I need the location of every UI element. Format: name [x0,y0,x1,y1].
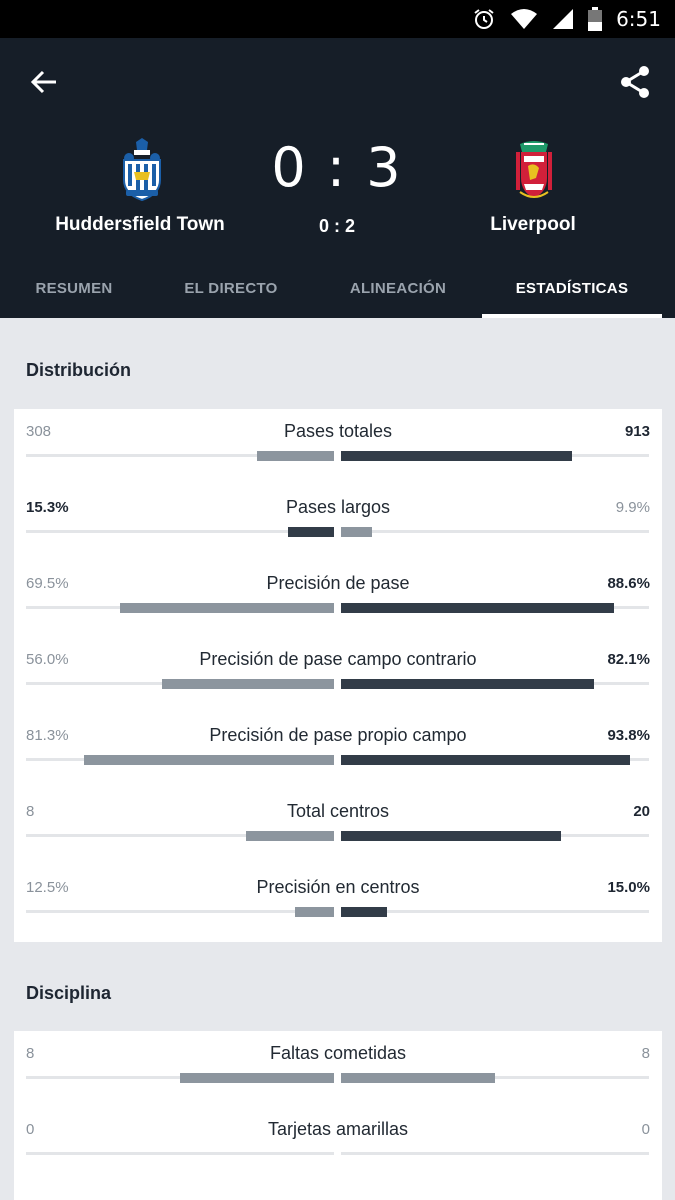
status-bar: 6:51 [0,0,675,38]
stat-row: 8 Total centros 20 [14,789,662,865]
tab-el-directo[interactable]: EL DIRECTO [184,279,278,297]
stat-row: 81.3% Precisión de pase propio campo 93.8% [14,713,662,789]
stat-bar-home [246,831,334,841]
stat-home-value: 69.5% [26,575,69,592]
alarm-icon [474,9,494,29]
stat-away-value: 82.1% [607,651,650,668]
stat-row: 15.3% Pases largos 9.9% [14,485,662,561]
stat-label: Precisión en centros [256,877,420,897]
tab-alineacion[interactable]: ALINEACIÓN [349,279,447,297]
stat-away-value: 9.9% [615,499,650,516]
stat-away-value: 0 [641,1121,650,1138]
home-team-name[interactable]: Huddersfield Town [55,214,225,235]
battery-icon [588,7,603,31]
section-title-distribucion: Distribución [26,360,132,380]
stat-bar-home [288,527,334,537]
stat-away-value: 15.0% [607,879,650,896]
tab-resumen[interactable]: RESUMEN [35,279,113,297]
stat-away-value: 20 [633,803,650,820]
stat-row: 0 Tarjetas amarillas 0 [14,1107,662,1183]
stat-away-value: 88.6% [607,575,650,592]
status-time: 6:51 [616,7,661,31]
stat-home-value: 8 [26,1045,35,1062]
stat-track-away [341,1076,649,1079]
stat-label: Tarjetas amarillas [267,1119,409,1139]
stat-home-value: 308 [26,423,52,440]
stats-card-distribucion: 308 Pases totales 913 15.3% Pases largos 9.9%… [14,409,662,942]
stat-label: Pases totales [283,421,393,441]
stat-bar-home [257,451,334,461]
match-header: Huddersfield Town 0 : 3 0 : 2 Liverpool … [0,38,675,318]
stat-bar-away [341,451,572,461]
half-time-score: 0 : 2 [318,216,356,236]
stat-track-away [341,530,649,533]
stat-bar-away [341,1073,495,1083]
liverpool-crest-icon[interactable] [506,138,562,202]
stat-bar-away [341,907,387,917]
stat-track-away [341,1152,649,1155]
back-button[interactable] [24,62,64,102]
stat-label: Precisión de pase [266,573,410,593]
stat-bar-home [84,755,334,765]
stat-label: Total centros [286,801,390,821]
huddersfield-crest-icon[interactable] [114,138,170,202]
stat-bar-away [341,527,372,537]
stat-away-value: 8 [641,1045,650,1062]
stat-label: Pases largos [285,497,391,517]
section-title-disciplina: Disciplina [26,983,112,1003]
stat-away-value: 93.8% [607,727,650,744]
stat-home-value: 56.0% [26,651,69,668]
share-button[interactable] [615,62,655,102]
stat-home-value: 81.3% [26,727,69,744]
stat-track-home [26,910,334,913]
stat-away-value: 913 [624,423,650,440]
stat-row: 308 Pases totales 913 [14,409,662,485]
stat-label: Precisión de pase propio campo [209,725,467,745]
stat-bar-away [341,831,561,841]
away-team-name[interactable]: Liverpool [490,214,576,235]
stat-row: 69.5% Precisión de pase 88.6% [14,561,662,637]
stat-bar-home [162,679,334,689]
stat-bar-home [120,603,334,613]
stat-home-value: 8 [26,803,35,820]
match-tabs: RESUMEN EL DIRECTO ALINEACIÓN ESTADÍSTIC… [0,258,675,318]
stat-track-home [26,454,334,457]
stat-track-home [26,834,334,837]
stat-row: 56.0% Precisión de pase campo contrario 82… [14,637,662,713]
stat-row: 8 Faltas cometidas 8 [14,1031,662,1107]
stat-home-value: 12.5% [26,879,69,896]
share-icon [621,66,649,98]
arrow-left-icon [30,70,56,94]
stat-home-value: 0 [26,1121,35,1138]
stat-label: Precisión de pase campo contrario [199,649,477,669]
stat-bar-away [341,679,594,689]
stat-row: 12.5% Precisión en centros 15.0% [14,865,662,941]
wifi-icon [511,9,538,29]
stat-bar-away [341,603,614,613]
stat-track-away [341,910,649,913]
stats-card-disciplina: 8 Faltas cometidas 8 0 Tarjetas amarillas 0 [14,1031,662,1200]
final-score: 0 : 3 [271,136,403,199]
tab-estadisticas[interactable]: ESTADÍSTICAS [515,279,629,297]
stat-label: Faltas cometidas [269,1043,407,1063]
stat-bar-home [180,1073,334,1083]
stat-track-home [26,530,334,533]
stat-bar-home [295,907,334,917]
signal-icon [553,9,574,29]
stat-bar-away [341,755,630,765]
stat-home-value: 15.3% [26,499,69,516]
stat-track-home [26,1152,334,1155]
active-tab-indicator [482,314,662,318]
